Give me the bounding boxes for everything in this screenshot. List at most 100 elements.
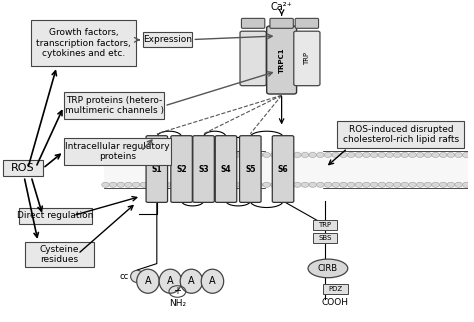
Circle shape (432, 182, 439, 187)
Text: Expression: Expression (143, 35, 192, 44)
Circle shape (332, 182, 339, 187)
FancyBboxPatch shape (64, 92, 164, 119)
Circle shape (309, 182, 317, 187)
FancyBboxPatch shape (270, 18, 293, 28)
Circle shape (255, 152, 263, 157)
FancyBboxPatch shape (337, 121, 465, 148)
Text: COOH: COOH (322, 298, 349, 307)
Circle shape (109, 182, 117, 187)
Circle shape (217, 152, 224, 157)
Circle shape (132, 152, 140, 157)
Text: cc: cc (120, 272, 129, 281)
Circle shape (386, 152, 393, 157)
Circle shape (117, 182, 125, 187)
Text: S6: S6 (278, 165, 288, 174)
Circle shape (355, 182, 363, 187)
Text: NH₂: NH₂ (169, 299, 186, 308)
Text: PDZ: PDZ (328, 286, 343, 292)
Circle shape (324, 182, 332, 187)
Circle shape (125, 182, 132, 187)
Text: S1: S1 (152, 165, 162, 174)
Circle shape (309, 152, 317, 157)
Circle shape (209, 152, 217, 157)
Bar (313, 233, 337, 243)
Circle shape (363, 152, 370, 157)
Ellipse shape (137, 269, 159, 293)
Circle shape (409, 182, 416, 187)
Text: +: + (173, 287, 182, 297)
FancyBboxPatch shape (143, 32, 192, 47)
Circle shape (217, 182, 224, 187)
Circle shape (140, 182, 147, 187)
Text: S2: S2 (176, 165, 187, 174)
Text: TRPC1: TRPC1 (279, 47, 284, 73)
Circle shape (286, 152, 293, 157)
Ellipse shape (180, 269, 202, 293)
Circle shape (132, 182, 140, 187)
Circle shape (386, 182, 393, 187)
FancyBboxPatch shape (25, 242, 94, 268)
FancyBboxPatch shape (240, 31, 266, 86)
Circle shape (201, 182, 209, 187)
Circle shape (163, 152, 171, 157)
FancyBboxPatch shape (241, 18, 265, 28)
Circle shape (370, 182, 378, 187)
FancyBboxPatch shape (3, 160, 43, 176)
Circle shape (247, 152, 255, 157)
Circle shape (370, 152, 378, 157)
Circle shape (378, 152, 385, 157)
Circle shape (263, 152, 270, 157)
Circle shape (271, 152, 278, 157)
Text: S3: S3 (198, 165, 209, 174)
Circle shape (209, 182, 217, 187)
FancyBboxPatch shape (171, 136, 192, 202)
Circle shape (255, 182, 263, 187)
Circle shape (286, 182, 293, 187)
Circle shape (186, 152, 193, 157)
Text: SBS: SBS (319, 235, 332, 241)
Circle shape (240, 152, 247, 157)
Circle shape (301, 152, 309, 157)
Ellipse shape (308, 259, 348, 278)
Circle shape (455, 152, 462, 157)
Circle shape (171, 152, 178, 157)
Circle shape (278, 152, 286, 157)
Circle shape (225, 152, 232, 157)
Circle shape (232, 182, 240, 187)
Circle shape (186, 182, 193, 187)
Circle shape (101, 152, 109, 157)
Circle shape (301, 182, 309, 187)
Circle shape (263, 182, 270, 187)
Text: Cysteine
residues: Cysteine residues (40, 245, 79, 264)
Circle shape (447, 152, 455, 157)
FancyBboxPatch shape (294, 31, 320, 86)
Text: TRP: TRP (304, 52, 310, 65)
Circle shape (271, 182, 278, 187)
Circle shape (463, 152, 470, 157)
Circle shape (240, 182, 247, 187)
Ellipse shape (201, 269, 224, 293)
Circle shape (347, 152, 355, 157)
Circle shape (194, 182, 201, 187)
Circle shape (417, 182, 424, 187)
FancyBboxPatch shape (146, 136, 168, 202)
Text: TRP proteins (hetero-
multimeric channels ): TRP proteins (hetero- multimeric channel… (64, 96, 164, 115)
Circle shape (424, 152, 432, 157)
Circle shape (232, 152, 240, 157)
Circle shape (455, 182, 462, 187)
Text: A: A (209, 276, 216, 286)
Circle shape (393, 182, 401, 187)
Text: TRP: TRP (319, 222, 332, 228)
Text: S5: S5 (245, 165, 255, 174)
Circle shape (317, 152, 324, 157)
FancyBboxPatch shape (239, 136, 261, 202)
FancyBboxPatch shape (193, 136, 214, 202)
Text: Ca²⁺: Ca²⁺ (271, 2, 292, 12)
Circle shape (293, 182, 301, 187)
Circle shape (324, 152, 332, 157)
Circle shape (194, 152, 201, 157)
Circle shape (171, 182, 178, 187)
Circle shape (439, 182, 447, 187)
Circle shape (155, 152, 163, 157)
Circle shape (401, 152, 409, 157)
